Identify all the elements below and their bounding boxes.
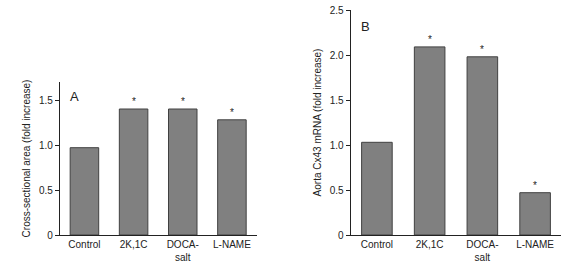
svg-text:Aorta Cx43 mRNA (fold increase: Aorta Cx43 mRNA (fold increase): [312, 49, 323, 197]
svg-text:DOCA-salt: DOCA-salt: [167, 239, 199, 263]
svg-text:B: B: [361, 19, 370, 34]
svg-text:*: *: [533, 180, 537, 191]
svg-text:2K,1C: 2K,1C: [416, 239, 444, 250]
svg-text:2.0: 2.0: [330, 50, 344, 61]
svg-text:Control: Control: [361, 239, 393, 250]
svg-text:*: *: [181, 96, 185, 107]
svg-text:1.5: 1.5: [330, 95, 344, 106]
svg-text:*: *: [480, 44, 484, 55]
svg-text:DOCA-salt: DOCA-salt: [466, 239, 498, 263]
svg-text:*: *: [230, 107, 234, 118]
svg-text:0.5: 0.5: [330, 185, 344, 196]
svg-text:2K,1C: 2K,1C: [120, 239, 148, 250]
svg-text:*: *: [428, 34, 432, 45]
svg-text:L-NAME: L-NAME: [516, 239, 554, 250]
svg-text:1.5: 1.5: [39, 95, 53, 106]
svg-text:L-NAME: L-NAME: [213, 239, 251, 250]
svg-text:2.5: 2.5: [330, 5, 344, 16]
svg-text:*: *: [132, 96, 136, 107]
svg-text:A: A: [70, 89, 79, 104]
svg-text:0.5: 0.5: [39, 185, 53, 196]
svg-text:0: 0: [47, 230, 53, 241]
svg-text:Control: Control: [68, 239, 100, 250]
svg-text:1.0: 1.0: [39, 140, 53, 151]
svg-text:0: 0: [338, 230, 344, 241]
svg-text:1.0: 1.0: [330, 140, 344, 151]
svg-text:Cross-sectional area (fold inc: Cross-sectional area (fold increase): [21, 80, 32, 238]
